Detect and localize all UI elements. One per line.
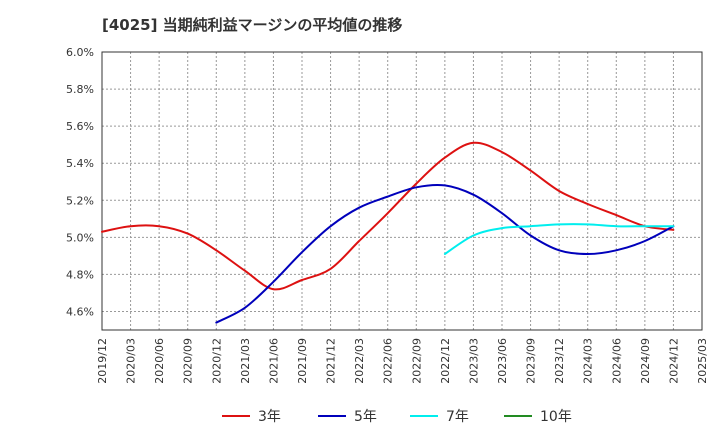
y-tick-label: 5.2% [66, 194, 94, 207]
x-tick-label: 2021/09 [296, 338, 309, 384]
legend-swatch [222, 415, 250, 417]
x-tick-label: 2023/12 [553, 338, 566, 384]
x-tick-label: 2023/06 [496, 338, 509, 384]
x-tick-label: 2020/06 [153, 338, 166, 384]
legend-swatch [504, 415, 532, 417]
series-line-1 [101, 141, 675, 291]
legend-label: 3年 [258, 409, 281, 425]
legend-item: 5年 [318, 404, 377, 428]
x-tick-label: 2022/06 [382, 338, 395, 384]
x-tick-label: 2020/09 [182, 338, 195, 384]
x-tick-label: 2024/03 [582, 338, 595, 384]
y-tick-label: 5.4% [66, 157, 94, 170]
legend: 3年 5年 7年 10年 [0, 404, 720, 428]
x-tick-label: 2024/06 [610, 338, 623, 384]
series-line-2 [215, 183, 675, 324]
legend-item: 7年 [410, 404, 469, 428]
legend-label: 10年 [540, 409, 572, 425]
x-tick-label: 2024/12 [667, 338, 680, 384]
series-line-3 [443, 223, 675, 255]
legend-item: 10年 [504, 404, 572, 428]
grid [102, 52, 702, 330]
series-lines [101, 141, 675, 324]
x-tick-label: 2021/06 [267, 338, 280, 384]
y-axis: 4.6% 4.8% 5.0% 5.2% 5.4% 5.6% 5.8% 6.0% [66, 46, 94, 318]
x-tick-label: 2022/03 [353, 338, 366, 384]
x-tick-label: 2020/12 [210, 338, 223, 384]
x-tick-label: 2022/09 [410, 338, 423, 384]
legend-item: 3年 [222, 404, 281, 428]
plot-frame [101, 51, 703, 331]
x-tick-label: 2020/03 [125, 338, 138, 384]
y-tick-label: 4.8% [66, 268, 94, 281]
legend-label: 7年 [446, 409, 469, 425]
y-tick-label: 5.8% [66, 83, 94, 96]
legend-swatch [410, 415, 438, 417]
legend-label: 5年 [354, 409, 377, 425]
x-tick-label: 2021/03 [239, 338, 252, 384]
x-tick-label: 2023/03 [467, 338, 480, 384]
x-tick-label: 2022/12 [439, 338, 452, 384]
y-tick-label: 5.6% [66, 120, 94, 133]
x-tick-label: 2024/09 [639, 338, 652, 384]
x-tick-label: 2019/12 [96, 338, 109, 384]
y-tick-label: 6.0% [66, 46, 94, 59]
x-tick-label: 2023/09 [525, 338, 538, 384]
legend-swatch [318, 415, 346, 417]
x-tick-label: 2021/12 [325, 338, 338, 384]
y-tick-label: 5.0% [66, 231, 94, 244]
x-axis: 2019/12 2020/03 2020/06 2020/09 2020/12 2021/… [96, 338, 709, 384]
x-tick-label: 2025/03 [696, 338, 709, 384]
y-tick-label: 4.6% [66, 305, 94, 318]
chart-title: [4025] 当期純利益マージンの平均値の推移 [102, 16, 403, 34]
